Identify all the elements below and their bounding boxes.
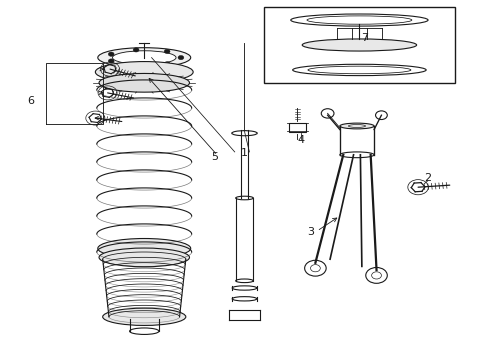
Circle shape (304, 260, 325, 276)
Circle shape (164, 62, 170, 66)
Circle shape (321, 109, 333, 118)
Circle shape (164, 49, 170, 54)
Ellipse shape (98, 48, 190, 68)
Ellipse shape (129, 328, 159, 334)
Ellipse shape (339, 152, 373, 158)
Ellipse shape (112, 51, 176, 64)
Text: 2: 2 (424, 173, 430, 183)
Ellipse shape (235, 279, 253, 283)
Ellipse shape (232, 286, 256, 290)
Ellipse shape (99, 248, 189, 267)
Circle shape (365, 267, 386, 283)
Ellipse shape (302, 39, 416, 51)
Ellipse shape (98, 238, 190, 258)
Ellipse shape (102, 308, 185, 325)
Ellipse shape (339, 123, 373, 129)
Ellipse shape (99, 73, 189, 92)
Circle shape (108, 52, 114, 56)
Circle shape (133, 48, 139, 52)
Circle shape (375, 111, 386, 120)
Text: 1: 1 (241, 148, 247, 158)
Text: 3: 3 (306, 227, 313, 237)
Bar (288, 122, 305, 132)
Text: 7: 7 (360, 33, 367, 43)
Ellipse shape (231, 131, 257, 136)
Circle shape (133, 63, 139, 67)
Circle shape (108, 59, 114, 63)
Text: 4: 4 (297, 135, 304, 145)
Circle shape (178, 55, 183, 60)
Text: 5: 5 (211, 152, 218, 162)
Text: 6: 6 (27, 96, 34, 106)
Ellipse shape (232, 297, 256, 301)
Bar (264, 7, 454, 83)
Ellipse shape (95, 62, 193, 82)
Ellipse shape (235, 196, 253, 200)
